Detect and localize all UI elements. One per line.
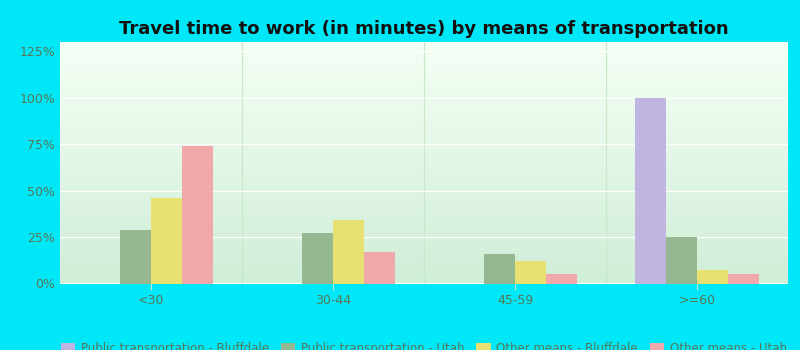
Bar xyxy=(151,198,182,284)
Legend: Public transportation - Bluffdale, Public transportation - Utah, Other means - B: Public transportation - Bluffdale, Publi… xyxy=(56,338,792,350)
Bar xyxy=(697,271,728,284)
Bar xyxy=(666,237,697,284)
Bar xyxy=(728,274,759,284)
Bar xyxy=(546,274,577,284)
Bar xyxy=(120,230,151,284)
Bar xyxy=(364,252,395,284)
Bar xyxy=(333,220,364,284)
Title: Travel time to work (in minutes) by means of transportation: Travel time to work (in minutes) by mean… xyxy=(119,20,729,38)
Bar xyxy=(484,254,515,284)
Bar xyxy=(635,98,666,284)
Bar xyxy=(182,146,213,284)
Bar xyxy=(515,261,546,284)
Bar xyxy=(302,233,333,284)
